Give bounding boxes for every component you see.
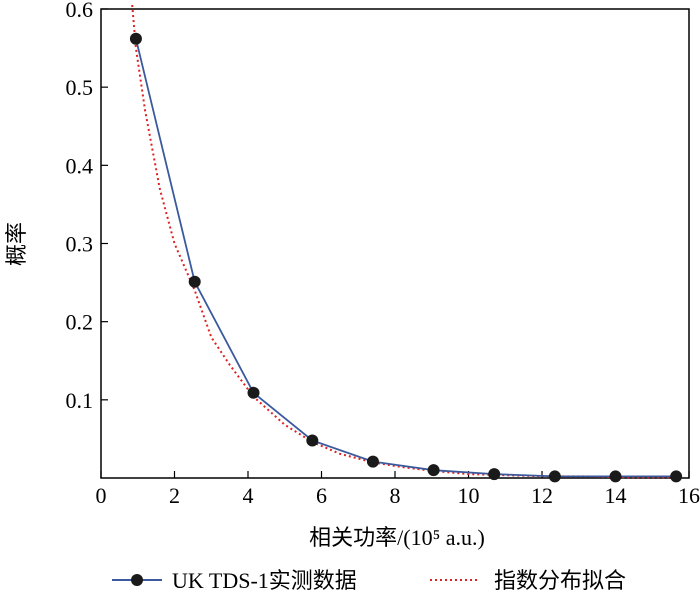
measured-data-point	[488, 468, 501, 481]
measured-data-point	[188, 275, 201, 288]
measured-data-point	[247, 386, 260, 399]
measured-data-point	[670, 470, 683, 483]
legend-marker-measured	[131, 574, 143, 586]
legend-label-measured: UK TDS-1实测数据	[172, 568, 357, 593]
y-tick-label: 0.4	[66, 153, 94, 178]
x-tick-label: 0	[96, 483, 107, 508]
measured-data-point	[548, 470, 561, 483]
y-axis-ticks: 0.1 0.2 0.3 0.4 0.5 0.6	[66, 0, 108, 413]
legend-label-fit: 指数分布拟合	[494, 568, 626, 593]
legend: UK TDS-1实测数据 指数分布拟合	[112, 568, 626, 593]
measured-data-point	[306, 434, 319, 447]
measured-data-point	[129, 32, 142, 45]
x-tick-label: 12	[531, 483, 553, 508]
series-layer	[129, 5, 683, 483]
x-tick-label: 8	[390, 483, 401, 508]
measured-series-line	[135, 38, 677, 478]
measured-data-point	[427, 464, 440, 477]
x-tick-label: 6	[316, 483, 327, 508]
x-tick-label: 10	[458, 483, 480, 508]
x-tick-label: 14	[605, 483, 627, 508]
x-axis-label: 相关功率/(10⁵ a.u.)	[309, 525, 485, 550]
y-tick-label: 0.3	[66, 232, 94, 257]
fit-series-line	[131, 5, 677, 479]
y-tick-label: 0.6	[66, 0, 94, 22]
y-tick-label: 0.5	[66, 75, 94, 100]
y-tick-label: 0.1	[66, 388, 94, 413]
y-tick-label: 0.2	[66, 310, 94, 335]
measured-data-point	[609, 470, 622, 483]
plot-frame	[100, 8, 690, 479]
x-tick-label: 4	[243, 483, 254, 508]
y-axis-label: 概率	[4, 222, 29, 266]
x-tick-label: 2	[169, 483, 180, 508]
plot-border	[100, 8, 690, 479]
x-tick-label: 16	[678, 483, 700, 508]
measured-data-point	[366, 455, 379, 468]
